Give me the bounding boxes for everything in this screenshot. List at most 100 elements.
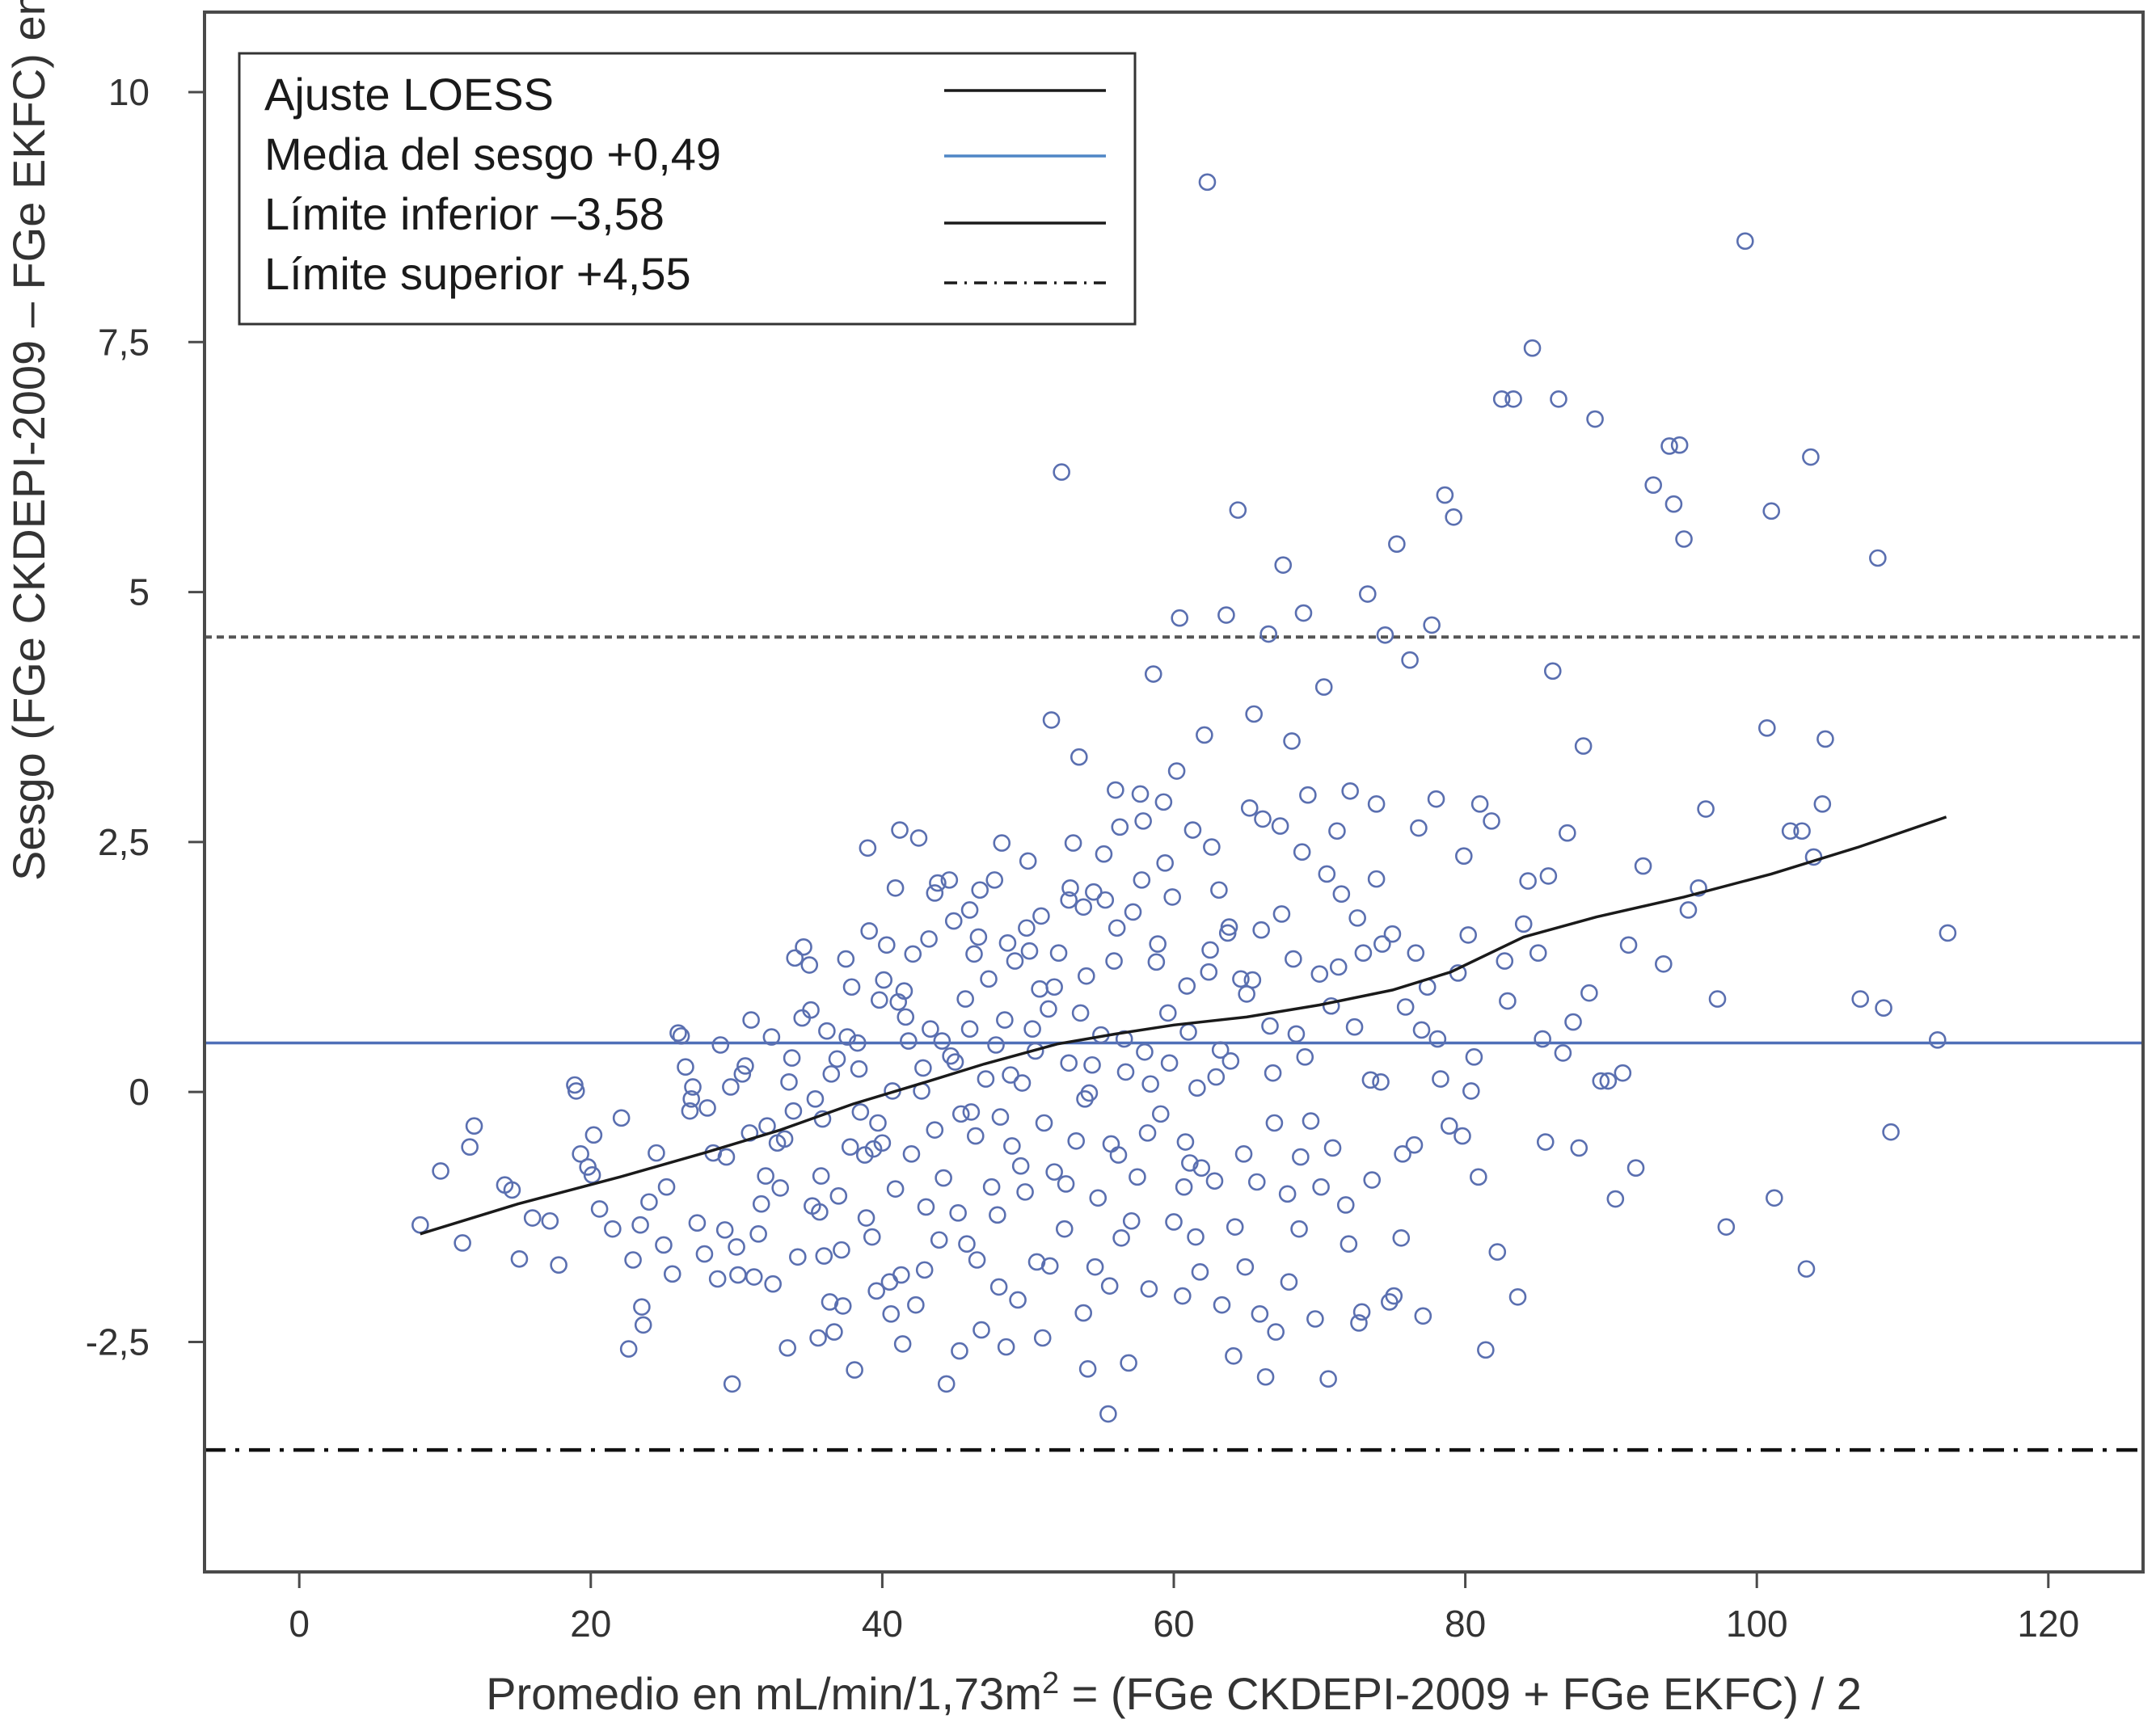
data-point [684, 1078, 702, 1096]
data-point [1060, 1054, 1078, 1072]
data-point [1299, 786, 1317, 804]
data-point [1543, 662, 1562, 680]
data-point [997, 1338, 1015, 1356]
data-point [1187, 1228, 1205, 1246]
data-point [757, 1167, 774, 1185]
data-point [987, 1036, 1005, 1054]
data-point [631, 1216, 649, 1234]
data-point [722, 1078, 740, 1096]
data-point [1109, 1146, 1128, 1164]
data-point [742, 1011, 760, 1029]
data-point [1240, 798, 1259, 817]
data-point [698, 1099, 716, 1117]
data-point [723, 1375, 741, 1393]
data-point [1071, 1004, 1090, 1022]
data-point [1294, 604, 1313, 622]
data-point [891, 821, 909, 839]
data-point [1070, 748, 1088, 766]
data-point [1428, 1030, 1447, 1048]
data-point [1144, 665, 1162, 683]
data-point [749, 1225, 767, 1243]
data-point [657, 1178, 676, 1196]
data-point [762, 1028, 781, 1046]
data-point [550, 1256, 567, 1274]
data-point [1252, 921, 1270, 939]
data-point [1432, 1070, 1449, 1088]
data-point [838, 1028, 856, 1046]
data-point [857, 1209, 875, 1227]
y-tick-label: 5 [129, 571, 150, 613]
data-point [1606, 1190, 1625, 1208]
data-point [1203, 838, 1221, 856]
data-point [1529, 944, 1547, 962]
data-point [1392, 1228, 1411, 1247]
data-point [937, 1375, 956, 1393]
data-point [1483, 812, 1500, 830]
data-point [897, 1008, 915, 1026]
data-point [850, 1060, 868, 1078]
data-point [572, 1145, 589, 1163]
data-point [1259, 625, 1277, 643]
data-point [624, 1251, 642, 1269]
data-point [778, 1339, 797, 1357]
y-axis-title-main: Sesgo (FGe CKDEPI-2009 – FGe EKFC) en mL… [3, 0, 54, 881]
data-point [682, 1090, 701, 1108]
y-axis-title: Sesgo (FGe CKDEPI-2009 – FGe EKFC) en mL… [2, 0, 54, 881]
data-point [848, 1034, 867, 1052]
data-point [1675, 530, 1693, 548]
data-point [863, 1228, 881, 1246]
data-point [878, 936, 896, 954]
data-point [1802, 448, 1820, 466]
data-point [1322, 996, 1340, 1015]
data-point [1580, 984, 1598, 1002]
data-point [841, 1138, 859, 1156]
data-point [1626, 1159, 1645, 1177]
data-point [1508, 1287, 1527, 1306]
data-point [1306, 1310, 1324, 1328]
data-point [1329, 958, 1348, 976]
data-point [1032, 907, 1050, 925]
data-point [1539, 867, 1558, 885]
data-point [1670, 436, 1689, 454]
data-point [728, 1238, 745, 1256]
data-point [1053, 463, 1070, 481]
x-tick-label: 120 [2017, 1603, 2079, 1645]
data-point [960, 1020, 979, 1039]
data-point [1174, 1287, 1192, 1305]
data-point [914, 1059, 932, 1077]
data-point [619, 1340, 638, 1358]
data-point [956, 990, 974, 1008]
data-point [1061, 878, 1079, 897]
data-point [1171, 609, 1189, 627]
x-tick-label: 0 [289, 1603, 310, 1645]
x-tick-label: 60 [1153, 1603, 1194, 1645]
data-point [1181, 1154, 1199, 1172]
x-tick-label: 100 [1726, 1603, 1788, 1645]
data-point [1095, 845, 1113, 863]
data-point [993, 834, 1011, 852]
data-point [930, 1231, 948, 1249]
data-point [929, 874, 947, 892]
data-point [783, 1049, 801, 1067]
data-point [1465, 1048, 1483, 1066]
data-point [775, 1130, 794, 1148]
data-point [1477, 1341, 1495, 1359]
data-point [1797, 1260, 1816, 1278]
data-point [695, 1245, 714, 1263]
data-point [1256, 1367, 1275, 1386]
data-point [567, 1082, 585, 1100]
data-point [1165, 1213, 1183, 1231]
data-point [1210, 881, 1228, 900]
data-point [1762, 502, 1781, 520]
data-point [869, 1114, 887, 1132]
data-point [1454, 847, 1473, 865]
data-point [1592, 1072, 1610, 1090]
data-point [907, 1296, 925, 1314]
data-point [1614, 1064, 1632, 1082]
data-point [886, 878, 905, 897]
data-point [873, 1134, 892, 1152]
data-point [1336, 1196, 1355, 1214]
data-point [1229, 501, 1247, 519]
data-point [829, 1187, 848, 1205]
data-point [1492, 390, 1511, 408]
